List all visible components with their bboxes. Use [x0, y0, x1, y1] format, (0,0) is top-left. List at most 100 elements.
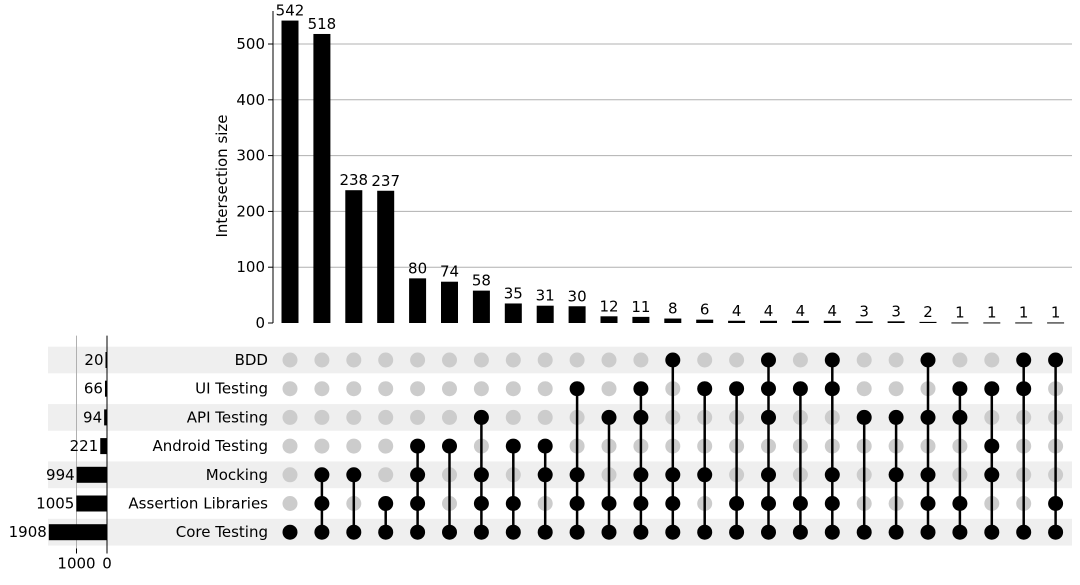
- active-dot: [920, 467, 936, 483]
- active-dot: [410, 496, 426, 511]
- inactive-dot: [410, 381, 426, 397]
- active-dot: [824, 496, 840, 511]
- active-dot: [856, 524, 872, 540]
- y-tick-label: 500: [236, 35, 265, 53]
- intersection-bar: [345, 190, 363, 323]
- active-dot: [665, 467, 681, 483]
- active-dot: [920, 496, 936, 511]
- bar-value-label: 6: [700, 301, 710, 319]
- active-dot: [505, 524, 521, 540]
- inactive-dot: [314, 409, 330, 425]
- intersection-bar: [600, 316, 618, 323]
- active-dot: [473, 524, 489, 540]
- inactive-dot: [505, 409, 521, 425]
- active-dot: [442, 524, 457, 540]
- intersection-bar: [696, 319, 714, 323]
- active-dot: [952, 524, 968, 540]
- intersection-bar: [791, 320, 809, 323]
- bar-value-label: 1: [955, 303, 965, 321]
- active-dot: [633, 381, 649, 397]
- active-dot: [888, 467, 904, 483]
- set-size-bar: [104, 380, 107, 397]
- active-dot: [665, 496, 681, 511]
- active-dot: [1048, 496, 1064, 511]
- bar-value-label: 3: [859, 302, 869, 320]
- active-dot: [442, 438, 457, 454]
- inactive-dot: [346, 352, 362, 368]
- active-dot: [346, 467, 362, 483]
- inactive-dot: [378, 467, 394, 483]
- bar-value-label: 518: [308, 15, 337, 33]
- set-axis-tick-label: 0: [102, 555, 112, 573]
- active-dot: [314, 496, 330, 511]
- set-label: UI Testing: [195, 380, 268, 398]
- set-axis-tick-label: 1000: [57, 555, 95, 573]
- intersection-bar: [632, 316, 650, 323]
- active-dot: [824, 524, 840, 540]
- set-label: Assertion Libraries: [128, 495, 268, 513]
- inactive-dot: [282, 409, 298, 425]
- inactive-dot: [346, 409, 362, 425]
- intersection-bar: [823, 320, 841, 323]
- inactive-dot: [505, 381, 521, 397]
- set-labels: BDD UI Testing API Testing Android Testing M…: [128, 351, 268, 541]
- active-dot: [792, 381, 808, 397]
- active-dot: [569, 524, 585, 540]
- intersection-bar: [1047, 322, 1065, 324]
- active-dot: [824, 467, 840, 483]
- set-size-bar: [104, 409, 107, 426]
- inactive-dot: [633, 352, 649, 368]
- active-dot: [792, 524, 808, 540]
- bar-value-label: 2: [923, 303, 933, 321]
- intersection-bar: [728, 320, 746, 323]
- set-size-label: 221: [70, 437, 99, 455]
- inactive-dot: [729, 352, 745, 368]
- active-dot: [346, 524, 362, 540]
- active-dot: [920, 352, 936, 368]
- inactive-dot: [952, 352, 968, 368]
- active-dot: [505, 438, 521, 454]
- active-dot: [984, 381, 1000, 397]
- inactive-dot: [856, 352, 872, 368]
- inactive-dot: [537, 409, 553, 425]
- bar-value-label: 4: [796, 302, 806, 320]
- inactive-dot: [410, 409, 426, 425]
- intersection-bar: [409, 278, 427, 323]
- bar-value-label: 35: [504, 284, 523, 302]
- y-tick-label: 300: [236, 147, 265, 165]
- intersection-bar: [855, 321, 873, 323]
- active-dot: [633, 467, 649, 483]
- inactive-dot: [888, 381, 904, 397]
- intersection-bar: [983, 322, 1001, 324]
- active-dot: [633, 496, 649, 511]
- bar-value-label: 238: [339, 171, 368, 189]
- set-size-bar: [100, 438, 107, 455]
- active-dot: [888, 524, 904, 540]
- active-dot: [410, 524, 426, 540]
- bar-value-label: 11: [631, 298, 650, 316]
- inactive-dot: [442, 352, 457, 368]
- bar-value-label: 31: [536, 287, 555, 305]
- active-dot: [601, 524, 617, 540]
- active-dot: [1016, 524, 1032, 540]
- inactive-dot: [888, 352, 904, 368]
- inactive-dot: [601, 381, 617, 397]
- y-gridlines: [273, 43, 1072, 268]
- set-size-bar: [48, 524, 107, 541]
- set-label: API Testing: [187, 408, 268, 426]
- active-dot: [856, 409, 872, 425]
- inactive-dot: [378, 438, 394, 454]
- intersection-bar: [377, 190, 395, 323]
- inactive-dot: [697, 352, 713, 368]
- inactive-dot: [442, 381, 457, 397]
- bar-value-label: 12: [599, 297, 618, 315]
- set-size-label: 1005: [36, 495, 74, 513]
- active-dot: [1048, 352, 1064, 368]
- bar-value-label: 30: [568, 287, 587, 305]
- bar-value-label: 80: [408, 259, 427, 277]
- active-dot: [952, 381, 968, 397]
- y-tick-label: 200: [236, 202, 265, 220]
- inactive-dot: [537, 381, 553, 397]
- bar-value-label: 542: [276, 2, 305, 20]
